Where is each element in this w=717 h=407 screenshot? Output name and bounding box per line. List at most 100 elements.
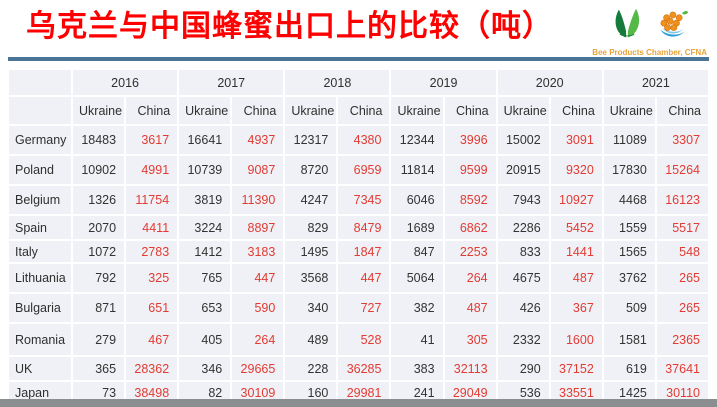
value-cell: 653: [179, 294, 231, 322]
value-cell: 2253: [444, 241, 496, 262]
value-cell: 346: [179, 357, 231, 380]
value-cell: 829: [285, 216, 337, 239]
slide-header: 乌克兰与中国蜂蜜出口上的比较（吨）: [0, 0, 717, 57]
value-cell: 305: [444, 324, 496, 355]
year-header: 2021: [603, 70, 708, 95]
value-cell: 447: [232, 264, 284, 292]
value-cell: 17830: [603, 156, 655, 184]
value-cell: 4937: [232, 126, 284, 154]
value-cell: 3568: [285, 264, 337, 292]
table-row: Spain 2070 4411 3224 8897 829 8479 1689 6862 2286…: [9, 216, 708, 239]
value-cell: 9320: [550, 156, 602, 184]
year-header: 2020: [497, 70, 602, 95]
value-cell: 6046: [391, 186, 443, 214]
row-label: Germany: [9, 126, 71, 154]
value-cell: 264: [232, 324, 284, 355]
value-cell: 6862: [444, 216, 496, 239]
value-cell: 11754: [126, 186, 178, 214]
subheader-china: China: [656, 97, 708, 124]
row-label: Belgium: [9, 186, 71, 214]
year-header: 2016: [73, 70, 178, 95]
honey-export-table: 2016 2017 2018 2019 2020 2021 Ukraine China Ukr…: [7, 68, 710, 405]
value-cell: 8897: [232, 216, 284, 239]
table-row: Italy 1072 2783 1412 3183 1495 1847 847 2253 833 1…: [9, 241, 708, 262]
value-cell: 4411: [126, 216, 178, 239]
value-cell: 1412: [179, 241, 231, 262]
corner-cell: [9, 97, 71, 124]
value-cell: 5517: [656, 216, 708, 239]
year-header: 2018: [285, 70, 390, 95]
subheader-ukraine: Ukraine: [285, 97, 337, 124]
value-cell: 73: [73, 382, 125, 403]
value-cell: 382: [391, 294, 443, 322]
value-cell: 265: [656, 294, 708, 322]
value-cell: 833: [497, 241, 549, 262]
value-cell: 383: [391, 357, 443, 380]
value-cell: 16123: [656, 186, 708, 214]
value-cell: 7345: [338, 186, 390, 214]
value-cell: 15002: [497, 126, 549, 154]
value-cell: 509: [603, 294, 655, 322]
row-label: Poland: [9, 156, 71, 184]
value-cell: 20915: [497, 156, 549, 184]
value-cell: 3617: [126, 126, 178, 154]
value-cell: 2365: [656, 324, 708, 355]
row-label: Bulgaria: [9, 294, 71, 322]
value-cell: 12317: [285, 126, 337, 154]
value-cell: 467: [126, 324, 178, 355]
value-cell: 9087: [232, 156, 284, 184]
corner-cell: [9, 70, 71, 95]
value-cell: 3996: [444, 126, 496, 154]
subheader-china: China: [338, 97, 390, 124]
value-cell: 10902: [73, 156, 125, 184]
logo-block: Bee Products Chamber, CFNA: [592, 6, 709, 57]
value-cell: 36285: [338, 357, 390, 380]
value-cell: 264: [444, 264, 496, 292]
value-cell: 487: [444, 294, 496, 322]
value-cell: 38498: [126, 382, 178, 403]
value-cell: 727: [338, 294, 390, 322]
value-cell: 405: [179, 324, 231, 355]
subheader-china: China: [444, 97, 496, 124]
value-cell: 426: [497, 294, 549, 322]
value-cell: 3307: [656, 126, 708, 154]
value-cell: 3091: [550, 126, 602, 154]
subheader-ukraine: Ukraine: [603, 97, 655, 124]
origin-header-row: Ukraine China Ukraine China Ukraine China Ukra…: [9, 97, 708, 124]
value-cell: 1565: [603, 241, 655, 262]
value-cell: 18483: [73, 126, 125, 154]
title-underline: [8, 57, 709, 61]
value-cell: 792: [73, 264, 125, 292]
value-cell: 30110: [656, 382, 708, 403]
value-cell: 8720: [285, 156, 337, 184]
subheader-ukraine: Ukraine: [179, 97, 231, 124]
value-cell: 16641: [179, 126, 231, 154]
table-row: Poland 10902 4991 10739 9087 8720 6959 11814 959…: [9, 156, 708, 184]
value-cell: 1847: [338, 241, 390, 262]
value-cell: 3183: [232, 241, 284, 262]
value-cell: 1581: [603, 324, 655, 355]
value-cell: 4991: [126, 156, 178, 184]
row-label: Romania: [9, 324, 71, 355]
value-cell: 4247: [285, 186, 337, 214]
value-cell: 1441: [550, 241, 602, 262]
value-cell: 365: [73, 357, 125, 380]
table-row: Belgium 1326 11754 3819 11390 4247 7345 6046 859…: [9, 186, 708, 214]
slide-title: 乌克兰与中国蜂蜜出口上的比较（吨）: [26, 10, 553, 43]
value-cell: 1072: [73, 241, 125, 262]
value-cell: 5064: [391, 264, 443, 292]
value-cell: 160: [285, 382, 337, 403]
value-cell: 590: [232, 294, 284, 322]
value-cell: 619: [603, 357, 655, 380]
value-cell: 5452: [550, 216, 602, 239]
cfna-swan-leaf-logo-icon: [609, 6, 645, 47]
value-cell: 489: [285, 324, 337, 355]
value-cell: 847: [391, 241, 443, 262]
value-cell: 228: [285, 357, 337, 380]
table-row: Germany 18483 3617 16641 4937 12317 4380 12344 3…: [9, 126, 708, 154]
value-cell: 29981: [338, 382, 390, 403]
table-row: Lithuania 792 325 765 447 3568 447 5064 264 4675 4…: [9, 264, 708, 292]
value-cell: 2332: [497, 324, 549, 355]
row-label: Spain: [9, 216, 71, 239]
value-cell: 2286: [497, 216, 549, 239]
